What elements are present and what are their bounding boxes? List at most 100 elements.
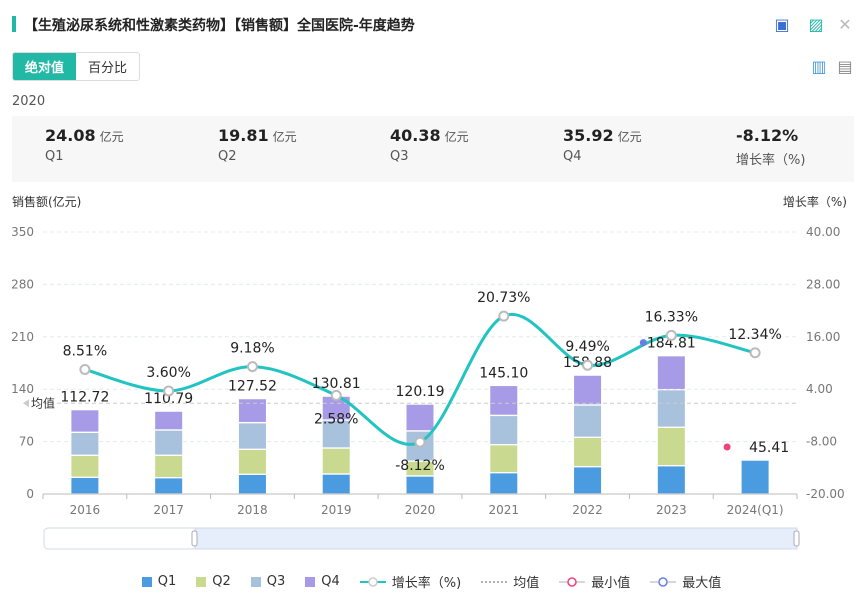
- growth-label: 20.73%: [477, 290, 530, 306]
- total-label: 120.19: [396, 384, 445, 400]
- bar-q2: [574, 438, 602, 466]
- legend-q1[interactable]: Q1: [141, 572, 176, 591]
- bar-q3: [71, 433, 99, 455]
- right-axis-title: 增长率（%): [782, 195, 847, 209]
- x-tick-label: 2024(Q1): [727, 503, 784, 517]
- growth-point: [498, 310, 510, 322]
- growth-label: 3.60%: [146, 365, 190, 381]
- range-slider-right-handle[interactable]: [793, 530, 800, 547]
- summary-panel: 24.08 亿元 Q1 19.81 亿元 Q2 40.38 亿元 Q3 35.92 亿元 Q4 …: [12, 116, 854, 182]
- bar-q1: [490, 473, 518, 494]
- bar-chart-icon[interactable]: ▥: [811, 56, 827, 76]
- absolute-value-button[interactable]: 绝对值: [13, 53, 77, 80]
- bar-q3: [155, 430, 183, 455]
- x-tick-label: 2016: [70, 503, 101, 517]
- left-tick-label: 140: [11, 382, 34, 396]
- bar-q4: [71, 410, 99, 432]
- image-export-icon[interactable]: ▨: [808, 14, 824, 34]
- growth-label: 12.34%: [728, 327, 781, 343]
- min-marker-swatch: [559, 576, 586, 587]
- growth-point: [414, 436, 426, 448]
- mean-label: 均值: [31, 395, 55, 410]
- growth-line-swatch: [359, 576, 386, 587]
- total-label: 127.52: [228, 379, 277, 395]
- bar-q4: [238, 399, 266, 422]
- bar-q3: [657, 390, 685, 427]
- range-slider-left-handle[interactable]: [191, 530, 198, 547]
- left-tick-label: 210: [11, 330, 34, 344]
- bar-q2: [71, 455, 99, 477]
- min-marker: [723, 443, 731, 451]
- percentage-button[interactable]: 百分比: [88, 61, 128, 76]
- bar-q1: [71, 478, 99, 494]
- bar-q4: [490, 386, 518, 415]
- bar-q2: [238, 450, 266, 474]
- bar-q1: [155, 478, 183, 494]
- bar-q3: [322, 420, 350, 448]
- bar-q2: [490, 445, 518, 472]
- legend-q4[interactable]: Q4: [305, 572, 340, 591]
- x-tick-label: 2018: [237, 503, 268, 517]
- max-marker: [639, 339, 647, 347]
- q1-swatch: [141, 576, 152, 587]
- growth-line: [84, 312, 756, 446]
- growth-point: [330, 389, 342, 401]
- close-icon[interactable]: ✕: [838, 14, 852, 34]
- bar-q3: [490, 416, 518, 444]
- bar-q1: [574, 467, 602, 494]
- growth-point: [749, 347, 761, 359]
- growth-label: 9.18%: [230, 341, 274, 357]
- total-label: 45.41: [749, 440, 789, 456]
- total-label: 145.10: [479, 365, 528, 381]
- growth-label: -8.12%: [395, 458, 445, 474]
- growth-point: [79, 364, 91, 376]
- growth-point: [246, 361, 258, 373]
- page-title: 【生殖泌尿系统和性激素类药物】【销售额】全国医院-年度趋势: [24, 18, 415, 34]
- left-tick-label: 280: [11, 277, 34, 291]
- right-tick-label: -20.00: [806, 487, 845, 501]
- total-label: 112.72: [60, 390, 109, 406]
- left-tick-label: 0: [26, 487, 34, 501]
- growth-point: [665, 329, 677, 341]
- left-tick-label: 350: [11, 225, 34, 239]
- bar-q1: [741, 460, 769, 494]
- bar-q4: [322, 396, 350, 420]
- legend-q2[interactable]: Q2: [196, 572, 231, 591]
- x-tick-label: 2020: [405, 503, 436, 517]
- bar-q2: [322, 448, 350, 474]
- x-tick-label: 2023: [656, 503, 687, 517]
- right-tick-label: 28.00: [806, 277, 840, 291]
- chart-canvas: 0 -20.00 70 -8.00 140 4.00 210 16.00 280 28.00 350…: [11, 225, 845, 550]
- right-tick-label: 4.00: [806, 382, 833, 396]
- q4-swatch: [305, 576, 316, 587]
- mean-line-swatch: [481, 580, 508, 583]
- legend-q3[interactable]: Q3: [250, 572, 285, 591]
- legend-max[interactable]: 最大值: [650, 572, 721, 591]
- bar-q2: [406, 461, 434, 476]
- right-tick-label: 16.00: [806, 330, 840, 344]
- summary-growth: -8.12% 增长率（%): [736, 126, 806, 168]
- bar-q2: [657, 428, 685, 466]
- summary-q4: 35.92 亿元 Q4: [563, 126, 642, 164]
- q2-swatch: [196, 576, 207, 587]
- legend-min[interactable]: 最小值: [559, 572, 630, 591]
- bar-q1: [657, 466, 685, 494]
- legend-growth[interactable]: 增长率（%): [359, 572, 461, 591]
- bar-q3: [574, 405, 602, 437]
- legend-mean[interactable]: 均值: [481, 572, 539, 591]
- summary-year: 2020: [12, 94, 46, 109]
- bar-q1: [322, 474, 350, 494]
- bar-q1: [406, 476, 434, 494]
- mean-arrow-icon: [23, 399, 29, 408]
- summary-q1: 24.08 亿元 Q1: [45, 126, 124, 164]
- total-label: 184.81: [647, 336, 696, 352]
- excel-export-icon[interactable]: ▣: [774, 14, 790, 34]
- bar-q4: [657, 356, 685, 389]
- left-axis-title: 销售额(亿元): [12, 195, 82, 209]
- title-accent: [12, 16, 16, 32]
- table-view-icon[interactable]: ▤: [837, 56, 853, 76]
- bar-q4: [406, 404, 434, 431]
- growth-label: 2.58%: [314, 411, 358, 427]
- right-tick-label: 40.00: [806, 225, 840, 239]
- growth-label: 8.51%: [63, 344, 107, 360]
